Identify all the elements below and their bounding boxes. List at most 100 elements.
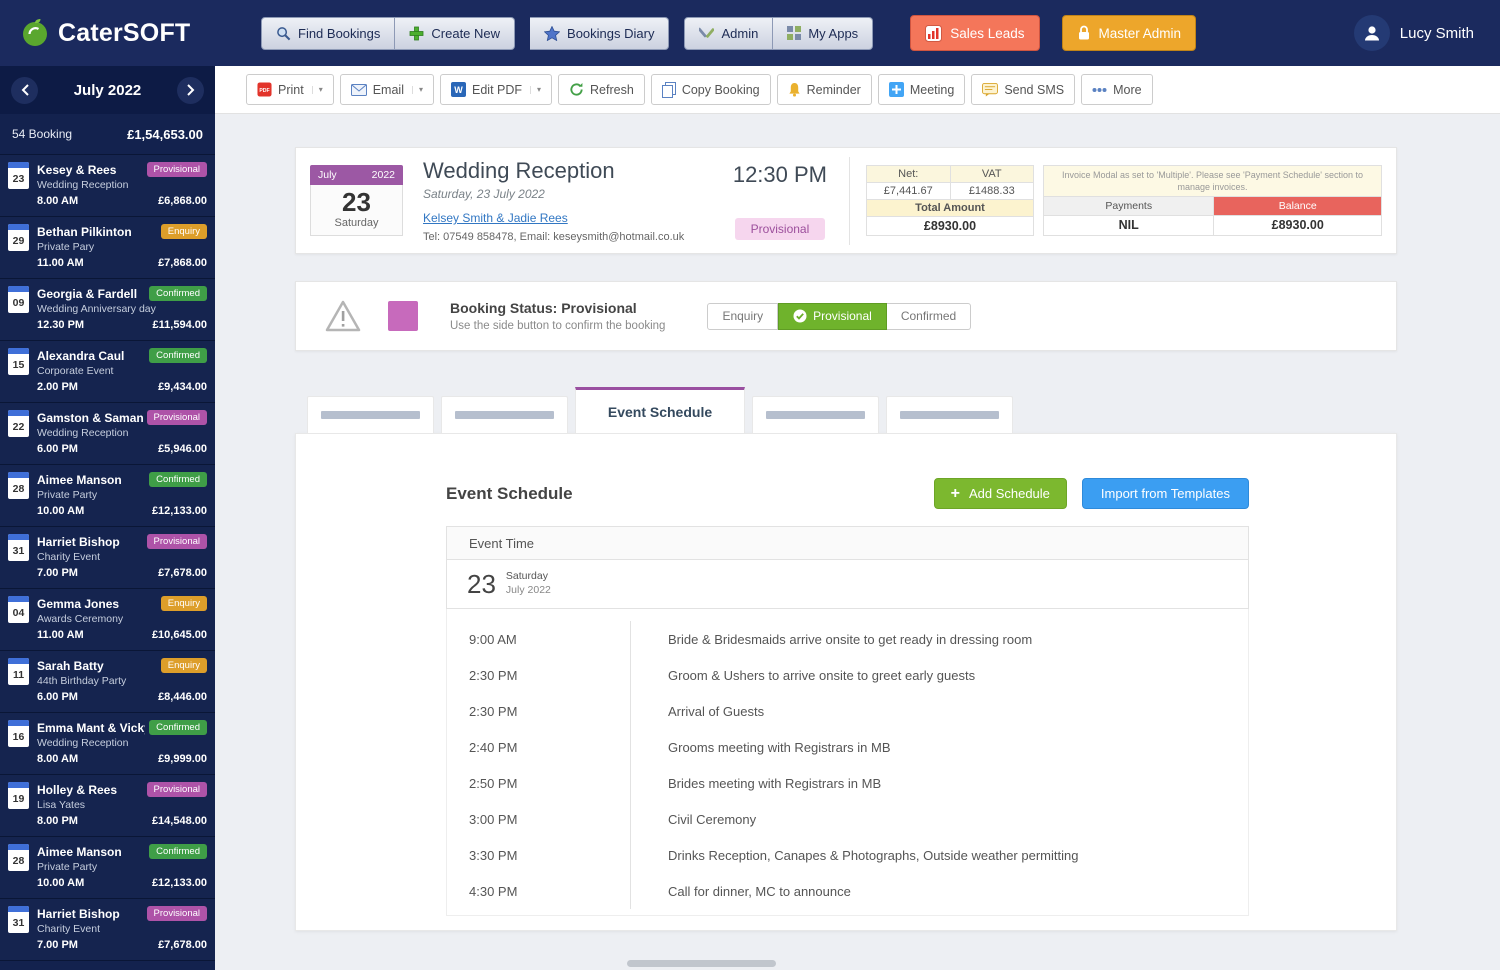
schedule-row[interactable]: 4:30 PM Call for dinner, MC to announce (447, 873, 1248, 909)
master-admin-label: Master Admin (1098, 25, 1182, 41)
meeting-label: Meeting (909, 82, 955, 97)
sidebar-booking-item[interactable]: 31 Harriet Bishop Provisional Charity Ev… (0, 527, 215, 589)
tab-placeholder-1[interactable] (307, 396, 434, 433)
booking-item-bottom: 8.00 AM £9,999.00 (0, 749, 215, 765)
sidebar-booking-item[interactable]: 09 Georgia & Fardell Confirmed Wedding A… (0, 279, 215, 341)
booking-time: 10.00 AM (37, 505, 85, 517)
booking-time: 7.00 PM (37, 939, 78, 951)
booking-status-badge: Provisional (146, 906, 207, 921)
schedule-row[interactable]: 2:30 PM Groom & Ushers to arrive onsite … (447, 657, 1248, 693)
finance-tables: Net: VAT £7,441.67 £1488.33 Total Amount… (866, 164, 1382, 237)
email-button[interactable]: Email ▾ (339, 74, 434, 105)
admin-button[interactable]: Admin (684, 16, 774, 50)
chevron-left-icon (21, 84, 29, 96)
booking-event-type: Private Party (37, 861, 98, 873)
schedule-row[interactable]: 2:50 PM Brides meeting with Registrars i… (447, 765, 1248, 801)
booking-date-box: 04 (8, 596, 29, 623)
more-dots-icon (1092, 87, 1107, 93)
find-bookings-button[interactable]: Find Bookings (261, 16, 396, 50)
schedule-row[interactable]: 9:00 AM Bride & Bridesmaids arrive onsit… (447, 621, 1248, 657)
booking-event-type: Private Party (37, 489, 98, 501)
sidebar-booking-item[interactable]: 29 Bethan Pilkinton Enquiry Private Pary… (0, 217, 215, 279)
app-logo[interactable]: CaterSOFT (0, 18, 215, 48)
status-provisional-button[interactable]: Provisional (778, 302, 887, 330)
tab-placeholder-3[interactable] (752, 396, 879, 433)
create-new-label: Create New (431, 25, 501, 41)
meeting-button[interactable]: Meeting (877, 74, 966, 105)
booking-time: 7.00 PM (37, 567, 78, 579)
balance-value-cell: £8930.00 (1213, 214, 1382, 237)
logo-icon (20, 18, 50, 48)
add-schedule-button[interactable]: + Add Schedule (933, 478, 1067, 509)
schedule-row-description: Grooms meeting with Registrars in MB (630, 729, 1248, 765)
master-admin-button[interactable]: Master Admin (1061, 15, 1197, 51)
schedule-row[interactable]: 2:40 PM Grooms meeting with Registrars i… (447, 729, 1248, 765)
sidebar-booking-item[interactable]: 04 Gemma Jones Enquiry Awards Ceremony 1… (0, 589, 215, 651)
booking-item-top: 15 Alexandra Caul Confirmed Corporate Ev… (0, 341, 215, 377)
tab-placeholder-4[interactable] (886, 396, 1013, 433)
booking-item-mid: Harriet Bishop Provisional Charity Event (37, 534, 207, 563)
booking-item-mid: Aimee Manson Confirmed Private Party (37, 844, 207, 873)
booking-item-mid: Harriet Bishop Provisional Charity Event (37, 906, 207, 935)
booking-client-name: Aimee Manson (37, 472, 122, 487)
more-label: More (1113, 82, 1142, 97)
schedule-row[interactable]: 2:30 PM Arrival of Guests (447, 693, 1248, 729)
sidebar-booking-item[interactable]: 28 Aimee Manson Confirmed Private Party … (0, 465, 215, 527)
booking-event-type: Wedding Reception (37, 179, 129, 191)
sidebar-booking-item[interactable]: 19 Holley & Rees Provisional Lisa Yates … (0, 775, 215, 837)
sidebar-booking-item[interactable]: 11 Sarah Batty Enquiry 44th Birthday Par… (0, 651, 215, 713)
next-month-button[interactable] (177, 76, 204, 104)
schedule-row[interactable]: 3:30 PM Drinks Reception, Canapes & Phot… (447, 837, 1248, 873)
reminder-label: Reminder (806, 82, 861, 97)
horizontal-scrollbar-thumb[interactable] (627, 960, 776, 967)
create-new-button[interactable]: Create New (395, 16, 516, 50)
sidebar-booking-item[interactable]: 23 Kesey & Rees Provisional Wedding Rece… (0, 155, 215, 217)
status-title: Booking Status: Provisional (450, 300, 637, 316)
status-enquiry-button[interactable]: Enquiry (707, 302, 779, 330)
copy-booking-button[interactable]: Copy Booking (650, 74, 771, 105)
schedule-row[interactable]: 3:00 PM Civil Ceremony (447, 801, 1248, 837)
booking-date-line: Saturday, 23 July 2022 (423, 187, 545, 201)
tab-placeholder-2[interactable] (441, 396, 568, 433)
refresh-button[interactable]: Refresh (558, 74, 645, 105)
sales-leads-button[interactable]: Sales Leads (910, 15, 1040, 51)
import-templates-button[interactable]: Import from Templates (1081, 478, 1249, 509)
booking-list[interactable]: 23 Kesey & Rees Provisional Wedding Rece… (0, 155, 215, 961)
booking-time-block: 12:30 PM Provisional (733, 162, 849, 240)
status-confirmed-button[interactable]: Confirmed (886, 302, 972, 330)
print-button[interactable]: PDF Print ▾ (246, 74, 334, 105)
booking-client-name: Georgia & Fardell (37, 286, 138, 301)
booking-client-name: Emma Mant & Vicky (37, 720, 146, 735)
sidebar-booking-item[interactable]: 22 Gamston & Saman.. Provisional Wedding… (0, 403, 215, 465)
pdf-icon: PDF (257, 82, 272, 97)
bookings-sidebar: July 2022 54 Booking £1,54,653.00 23 (0, 66, 215, 970)
booking-time: 10.00 AM (37, 877, 85, 889)
booking-client-name: Bethan Pilkinton (37, 224, 132, 239)
send-sms-button[interactable]: Send SMS (971, 74, 1076, 105)
reminder-button[interactable]: Reminder (776, 74, 872, 105)
booking-item-mid: Georgia & Fardell Confirmed Wedding Anni… (37, 286, 207, 315)
my-apps-button[interactable]: My Apps (773, 16, 874, 50)
booking-item-top: 09 Georgia & Fardell Confirmed Wedding A… (0, 279, 215, 315)
booking-item-top: 31 Harriet Bishop Provisional Charity Ev… (0, 899, 215, 935)
sidebar-booking-item[interactable]: 15 Alexandra Caul Confirmed Corporate Ev… (0, 341, 215, 403)
schedule-table-header: Event Time (446, 526, 1249, 560)
booking-status-pill: Provisional (734, 217, 826, 240)
schedule-row-description: Call for dinner, MC to announce (630, 873, 1248, 909)
edit-pdf-label: Edit PDF (472, 82, 523, 97)
edit-pdf-button[interactable]: W Edit PDF ▾ (440, 74, 553, 105)
user-menu[interactable]: Lucy Smith (1353, 15, 1500, 51)
sidebar-booking-item[interactable]: 16 Emma Mant & Vicky Confirmed Wedding R… (0, 713, 215, 775)
booking-item-mid: Emma Mant & Vicky Confirmed Wedding Rece… (37, 720, 207, 749)
sidebar-booking-item[interactable]: 28 Aimee Manson Confirmed Private Party … (0, 837, 215, 899)
booking-day: 16 (12, 730, 25, 743)
diary-button-group: Bookings Diary (530, 16, 670, 50)
more-button[interactable]: More (1081, 74, 1153, 105)
booking-event-type: Wedding Reception (37, 737, 129, 749)
clients-link[interactable]: Kelsey Smith & Jadie Rees (423, 211, 568, 225)
sidebar-booking-item[interactable]: 31 Harriet Bishop Provisional Charity Ev… (0, 899, 215, 961)
tab-event-schedule[interactable]: Event Schedule (575, 387, 745, 433)
prev-month-button[interactable] (11, 76, 38, 104)
booking-tabs: Event Schedule (307, 387, 1397, 433)
bookings-diary-button[interactable]: Bookings Diary (530, 16, 670, 50)
